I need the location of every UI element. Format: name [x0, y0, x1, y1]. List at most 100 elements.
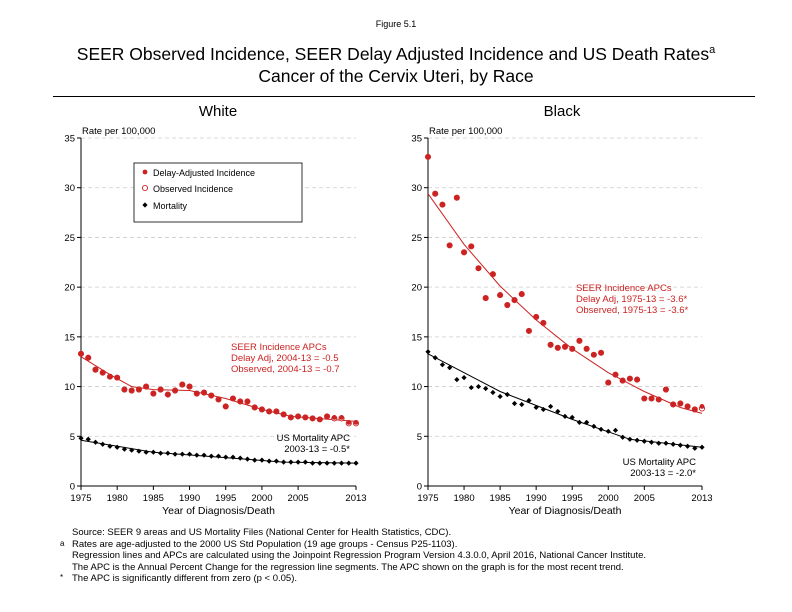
delay-adjusted-point [627, 376, 633, 382]
delay-adjusted-point [641, 396, 647, 401]
y-tick-label: 5 [70, 432, 75, 443]
delay-adjusted-point [107, 374, 113, 380]
mortality-apc-annotation: 2003-13 = -2.0* [630, 468, 696, 479]
delay-adjusted-point [136, 387, 142, 392]
delay-adjusted-point [324, 414, 330, 419]
delay-adjusted-point [346, 419, 352, 425]
delay-adjusted-point [454, 195, 460, 201]
x-tick-label: 1985 [143, 493, 164, 504]
delay-adjusted-point [237, 399, 243, 404]
delay-adjusted-point [526, 328, 532, 334]
delay-adjusted-point [447, 242, 453, 248]
mortality-point [439, 362, 446, 368]
x-tick-label: 2013 [691, 493, 712, 504]
delay-adjusted-point [685, 404, 690, 409]
delay-adjusted-point [122, 387, 127, 392]
mortality-apc-annotation: US Mortality APC [623, 457, 697, 468]
delay-adjusted-point [490, 271, 496, 277]
delay-adjusted-point [483, 295, 489, 301]
delay-adjusted-point [425, 154, 431, 160]
delay-adjusted-point [252, 405, 258, 410]
x-axis-label: Year of Diagnosis/Death [509, 505, 622, 517]
mortality-point [150, 449, 156, 455]
delay-adjusted-point [273, 409, 279, 414]
incidence-apc-annotation: SEER Incidence APCs [231, 342, 327, 353]
mortality-point [129, 447, 135, 453]
footnote-mark: * [60, 573, 64, 583]
delay-adjusted-point [143, 384, 149, 389]
delay-adjusted-point [548, 342, 553, 348]
mortality-point [656, 440, 662, 446]
legend-observed-marker [141, 184, 149, 192]
delay-adjusted-point [591, 352, 597, 358]
delay-adjusted-point [663, 387, 669, 392]
y-tick-label: 15 [64, 332, 75, 343]
delay-adjusted-point [569, 346, 575, 352]
y-tick-label: 30 [64, 183, 75, 194]
mortality-point [353, 460, 359, 466]
x-tick-label: 2013 [345, 493, 366, 504]
delay-adjusted-point [93, 367, 98, 373]
panel-title: White [199, 103, 237, 120]
mortality-point [663, 440, 669, 446]
incidence-apc-annotation: Delay Adj, 2004-13 = -0.5 [231, 353, 338, 364]
y-tick-label: 0 [417, 482, 422, 493]
delay-adjusted-point [432, 191, 438, 197]
y-tick-label: 20 [411, 283, 422, 294]
mortality-point [504, 391, 510, 398]
delay-adjusted-point [540, 320, 546, 326]
mortality-point [468, 384, 474, 391]
footnote-text: Rates are age-adjusted to the 2000 US St… [72, 538, 458, 550]
footnote-text: The APC is significantly different from … [72, 573, 298, 585]
mortality-point [497, 393, 503, 400]
mortality-point [237, 455, 243, 461]
delay-adjusted-point [194, 391, 200, 396]
delay-adjusted-point [613, 372, 618, 378]
white-panel: White Rate per 100,000 0 5 10 15 20 25 30 35 1975 1… [64, 103, 366, 517]
delay-adjusted-point [440, 202, 445, 208]
delay-adjusted-point [634, 377, 640, 383]
y-tick-label: 30 [411, 183, 422, 194]
mortality-point [92, 439, 99, 445]
delay-adjusted-point [114, 375, 120, 381]
mortality-point [100, 441, 106, 447]
mortality-point [490, 389, 496, 396]
mortality-point [244, 456, 251, 462]
delay-adjusted-point [281, 412, 287, 417]
mortality-point [85, 436, 91, 442]
y-tick-label: 20 [64, 283, 75, 294]
delay-adjusted-point [288, 414, 294, 420]
mortality-point [201, 452, 207, 458]
mortality-point [475, 383, 482, 390]
mortality-point [692, 445, 698, 451]
mortality-point [598, 426, 604, 432]
mortality-point [172, 451, 178, 457]
footnote-row: Regression lines and APCs are calculated… [60, 550, 646, 562]
panel-title: Black [544, 103, 581, 120]
legend: Delay-Adjusted Incidence Observed Inciden… [133, 162, 303, 223]
mortality-point [107, 443, 113, 449]
mortality-point [483, 385, 489, 392]
mortality-point [447, 365, 453, 371]
incidence-apc-annotation: SEER Incidence APCs [576, 283, 672, 294]
mortality-point [555, 408, 561, 415]
y-tick-label: 25 [64, 233, 75, 244]
legend-entry: Delay-Adjusted Incidence [153, 168, 255, 178]
mortality-point [252, 457, 258, 463]
mortality-point [454, 377, 460, 383]
y-tick-label: 0 [70, 482, 75, 493]
x-axis-label: Year of Diagnosis/Death [162, 505, 275, 517]
footnote-text: The APC is the Annual Percent Change for… [72, 561, 624, 573]
mortality-point [346, 460, 352, 466]
mortality-apc-annotation: US Mortality APC [277, 433, 351, 444]
mortality-point [78, 435, 84, 441]
x-tick-label: 1980 [107, 493, 128, 504]
mortality-point [540, 406, 546, 413]
footnote-row: * The APC is significantly different from… [60, 573, 646, 585]
y-tick-label: 35 [64, 134, 75, 145]
delay-adjusted-point [172, 388, 178, 393]
mortality-point [432, 355, 438, 361]
delay-adjusted-point [555, 345, 561, 351]
y-tick-label: 10 [64, 382, 75, 393]
delay-adjusted-point [577, 338, 582, 344]
